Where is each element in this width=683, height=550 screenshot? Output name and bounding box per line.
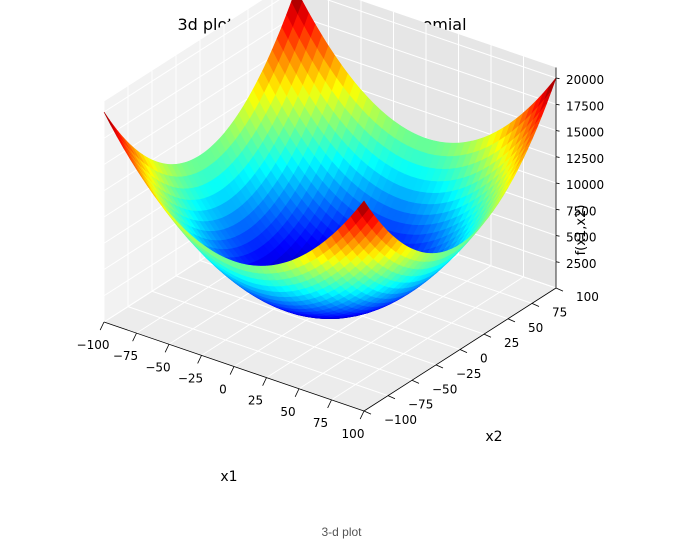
z-tick-label: 2500 [566, 257, 597, 271]
x2-tick-label: −25 [456, 367, 481, 381]
gridline-z-left [103, 14, 297, 139]
x1-tick-mark [294, 388, 300, 397]
gridline-z-back [295, 14, 557, 105]
x2-tick-label: 25 [504, 336, 519, 350]
x1-tick-mark [359, 410, 365, 420]
x2-axis-label: x2 [485, 429, 502, 445]
gridline-z-back [326, 0, 557, 79]
gridline-z-left [103, 41, 297, 165]
x2-tick-mark [459, 349, 468, 354]
x1-tick-mark [99, 321, 105, 331]
x2-tick-mark [483, 333, 492, 338]
figure-caption: 3-d plot [321, 525, 362, 539]
x1-axis-ticks: −100−75 −50 −25 0 25 50 75 100 [77, 321, 365, 441]
z-tick-mark [555, 261, 560, 263]
z-axis-ticks: 2500 5000 7500 10000 12500 15000 17500 20000 [555, 73, 604, 271]
z-tick-label: 12500 [566, 152, 604, 166]
x1-tick-label: −25 [178, 371, 203, 385]
x1-tick-label: −50 [145, 360, 170, 374]
z-tick-label: 17500 [566, 99, 604, 113]
z-tick-mark [555, 235, 560, 237]
gridline-floor-x2 [175, 275, 437, 366]
z-tick-label: 5000 [566, 231, 597, 245]
z-tick-label: 15000 [566, 126, 604, 140]
x2-tick-label: −75 [408, 398, 433, 412]
gridline-floor-x2 [151, 290, 413, 381]
x1-tick-label: 100 [342, 427, 365, 441]
z-tick-label: 7500 [566, 204, 597, 218]
x2-tick-mark [435, 364, 444, 369]
x1-tick-mark [164, 344, 170, 353]
x1-tick-mark [327, 399, 332, 409]
x1-tick-mark [132, 332, 137, 342]
gridline-floor-x2 [127, 306, 389, 397]
x1-tick-mark [197, 355, 202, 364]
surface-facet [357, 200, 370, 217]
gridline-z-back [295, 41, 557, 131]
x2-axis-ticks: −100−75 −50−250 25 50 75 100 [363, 287, 599, 427]
z-axis-label: f(x1,x2) [574, 205, 589, 256]
x2-tick-label: 75 [552, 305, 567, 319]
x1-tick-label: 75 [313, 416, 328, 430]
z-tick-label: 10000 [566, 178, 604, 192]
x1-tick-label: 50 [280, 405, 295, 419]
z-tick-label: 20000 [566, 73, 604, 87]
z-tick-mark [555, 77, 560, 80]
x2-tick-label: −50 [432, 382, 457, 396]
x1-tick-label: −75 [113, 349, 138, 363]
x2-tick-label: 100 [576, 290, 599, 304]
x1-tick-mark [262, 377, 267, 386]
z-tick-mark [555, 156, 560, 158]
x2-tick-mark [411, 379, 420, 384]
x1-tick-label: 0 [219, 383, 227, 397]
z-tick-mark [555, 208, 560, 211]
z-tick-mark [555, 130, 560, 132]
x2-tick-mark [387, 395, 396, 400]
gridline-z-left [103, 0, 280, 113]
x1-axis-label: x1 [220, 469, 237, 485]
x2-tick-label: −100 [384, 413, 417, 427]
x2-tick-label: 0 [480, 352, 488, 366]
x1-tick-label: 25 [248, 394, 263, 408]
x2-tick-mark [507, 318, 516, 323]
x2-tick-label: 50 [528, 321, 543, 335]
z-tick-mark [555, 103, 560, 106]
x2-tick-mark [531, 303, 540, 307]
z-tick-mark [555, 182, 560, 185]
x2-tick-mark [555, 287, 564, 292]
x1-tick-mark [229, 366, 235, 375]
x1-tick-label: −100 [77, 338, 110, 352]
surface-mesh [103, 0, 557, 320]
x2-tick-mark [363, 410, 372, 415]
